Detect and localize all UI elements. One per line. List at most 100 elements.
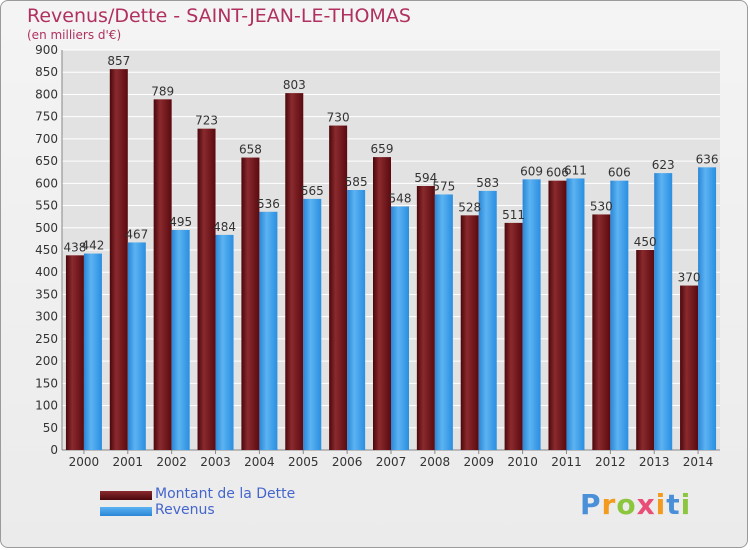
- legend-swatch-debt: [100, 491, 152, 500]
- logo-letter: i: [680, 488, 692, 521]
- data-label-revenue: 484: [213, 220, 236, 234]
- data-label-debt: 511: [502, 208, 525, 222]
- data-label-debt: 594: [414, 171, 437, 185]
- bar-revenue: [127, 242, 146, 450]
- bar-revenue: [215, 234, 234, 450]
- x-tick-label: 2007: [376, 455, 407, 469]
- bar-debt: [329, 125, 348, 451]
- y-tick-label: 900: [35, 43, 58, 57]
- logo-letter: P: [580, 488, 602, 521]
- data-label-revenue: 548: [389, 191, 412, 205]
- bar-debt: [460, 215, 479, 450]
- data-label-revenue: 575: [432, 179, 455, 193]
- bar-debt: [65, 255, 84, 450]
- bar-debt: [153, 99, 172, 450]
- y-tick-label: 600: [35, 176, 58, 190]
- y-tick-label: 750: [35, 110, 58, 124]
- logo-letter: i: [655, 488, 667, 521]
- bar-debt: [285, 93, 304, 450]
- bar-debt: [548, 180, 567, 450]
- data-label-debt: 659: [371, 142, 394, 156]
- bar-debt: [504, 222, 523, 450]
- x-tick-label: 2001: [113, 455, 144, 469]
- data-label-debt: 723: [195, 114, 218, 128]
- y-tick-label: 450: [35, 243, 58, 257]
- bar-debt: [680, 285, 699, 450]
- bars: [65, 69, 717, 451]
- bar-debt: [197, 128, 216, 450]
- data-label-debt: 730: [327, 111, 350, 125]
- data-label-revenue: 583: [476, 176, 499, 190]
- bar-revenue: [347, 190, 366, 450]
- data-label-debt: 803: [283, 78, 306, 92]
- bar-revenue: [610, 180, 629, 450]
- x-tick-label: 2011: [551, 455, 582, 469]
- x-tick-label: 2004: [244, 455, 275, 469]
- x-tick-label: 2006: [332, 455, 363, 469]
- bar-revenue: [698, 167, 717, 451]
- data-label-debt: 450: [634, 235, 657, 249]
- y-tick-label: 700: [35, 132, 58, 146]
- x-tick-label: 2005: [288, 455, 319, 469]
- data-label-revenue: 495: [169, 215, 192, 229]
- y-tick-label: 250: [35, 332, 58, 346]
- y-tick-label: 150: [35, 376, 58, 390]
- y-tick-label: 850: [35, 65, 58, 79]
- data-label-debt: 606: [546, 166, 569, 180]
- bar-revenue: [391, 206, 409, 450]
- bar-debt: [373, 157, 391, 450]
- y-tick-label: 300: [35, 310, 58, 324]
- bar-revenue: [522, 179, 541, 451]
- data-label-revenue: 565: [301, 184, 324, 198]
- chart-title: Revenus/Dette - SAINT-JEAN-LE-THOMAS: [27, 5, 411, 27]
- data-label-debt: 530: [590, 199, 613, 213]
- y-tick-label: 100: [35, 399, 58, 413]
- data-label-debt: 528: [458, 200, 481, 214]
- bar-revenue: [303, 198, 322, 450]
- x-axis: 2000 2001 2002 2003 2004 2005 2006 2007 2008 2009…: [69, 450, 713, 469]
- x-tick-label: 2008: [420, 455, 451, 469]
- data-label-revenue: 467: [125, 227, 148, 241]
- data-label-debt: 789: [151, 84, 174, 98]
- bar-revenue: [171, 230, 190, 450]
- bar-revenue: [83, 253, 102, 450]
- x-tick-label: 2003: [200, 455, 231, 469]
- y-tick-label: 0: [50, 443, 58, 457]
- y-tick-label: 200: [35, 354, 58, 368]
- data-label-debt: 370: [678, 271, 701, 285]
- logo-letter: r: [601, 488, 617, 521]
- logo-letter: t: [666, 488, 681, 521]
- data-label-revenue: 442: [81, 239, 104, 253]
- proxiti-logo: Proxiti: [580, 488, 691, 521]
- data-label-debt: 857: [107, 54, 130, 68]
- data-label-revenue: 636: [696, 152, 719, 166]
- y-tick-label: 800: [35, 87, 58, 101]
- chart-subtitle: (en milliers d'€): [27, 28, 122, 42]
- x-tick-label: 2012: [595, 455, 626, 469]
- data-label-revenue: 609: [520, 164, 543, 178]
- bar-debt: [592, 214, 611, 450]
- legend-label-revenue: Revenus: [155, 502, 215, 518]
- bar-revenue: [654, 173, 673, 450]
- y-tick-label: 350: [35, 287, 58, 301]
- data-label-revenue: 585: [345, 175, 368, 189]
- bar-revenue: [434, 194, 453, 450]
- data-label-revenue: 606: [608, 166, 631, 180]
- legend-swatch-revenue: [100, 507, 152, 516]
- bar-debt: [241, 157, 260, 451]
- x-tick-label: 2009: [463, 455, 494, 469]
- y-tick-label: 400: [35, 265, 58, 279]
- x-tick-label: 2002: [156, 455, 187, 469]
- legend-label-debt: Montant de la Dette: [155, 486, 296, 502]
- y-tick-label: 650: [35, 154, 58, 168]
- data-label-debt: 438: [63, 240, 86, 254]
- bar-revenue: [566, 178, 585, 450]
- y-tick-label: 50: [43, 421, 58, 435]
- x-tick-label: 2013: [639, 455, 670, 469]
- x-tick-label: 2000: [69, 455, 100, 469]
- data-label-debt: 658: [239, 143, 262, 157]
- logo-letter: o: [616, 488, 637, 521]
- x-tick-label: 2010: [507, 455, 538, 469]
- y-tick-label: 550: [35, 199, 58, 213]
